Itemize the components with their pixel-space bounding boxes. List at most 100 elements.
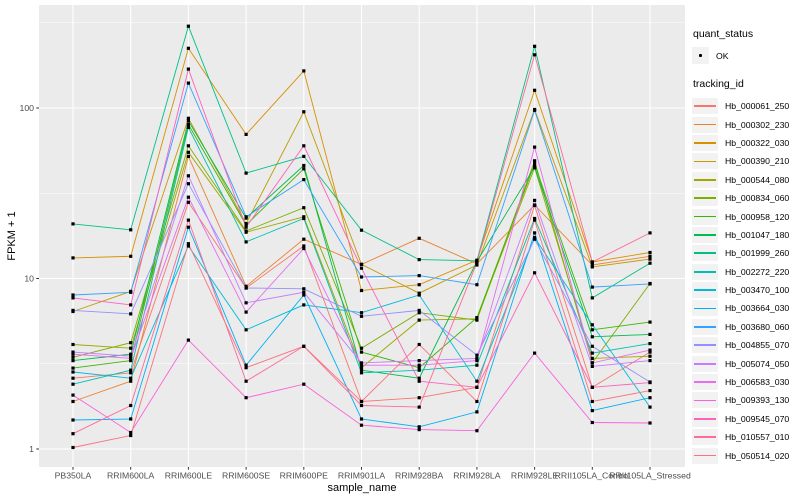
data-point-Hb_010557_010 (359, 403, 364, 408)
data-point-Hb_000390_210 (186, 116, 190, 120)
color-legend-label: Hb_005074_050 (725, 358, 790, 369)
data-point-Hb_010557_010 (186, 218, 190, 222)
legend-line-swatch (694, 417, 716, 420)
color-legend-label: Hb_003680_060 (725, 321, 790, 332)
data-point-Hb_000322_030 (302, 69, 306, 73)
data-point-Hb_001047_180 (186, 119, 190, 123)
data-point-Hb_000958_120 (244, 223, 248, 227)
legend-key (692, 171, 718, 188)
data-point-Hb_000322_030 (359, 288, 364, 293)
data-point-Hb_004855_070 (186, 182, 190, 186)
color-legend-label: Hb_001047_180 (725, 229, 790, 240)
data-point-Hb_000544_080 (71, 342, 75, 347)
data-point-Hb_000061_250 (648, 350, 652, 354)
legend-key (692, 226, 718, 243)
data-point-Hb_004855_070 (129, 312, 133, 316)
legend-key (692, 429, 718, 446)
data-point-Hb_009545_070 (590, 385, 594, 389)
data-point-Hb_006583_030 (129, 356, 133, 360)
legend-line-swatch (694, 197, 716, 199)
data-point-Hb_000390_210 (590, 265, 594, 269)
data-point-Hb_001047_180 (417, 376, 421, 380)
data-point-Hb_001047_180 (590, 335, 594, 339)
data-point-Hb_000834_060 (417, 311, 421, 315)
data-point-Hb_003680_060 (417, 274, 421, 278)
y-tick-label: 100 (20, 103, 35, 113)
data-point-Hb_002272_220 (475, 363, 479, 367)
data-point-Hb_003664_030 (302, 293, 306, 297)
data-point-Hb_000544_080 (590, 356, 594, 360)
data-point-Hb_006583_030 (417, 363, 421, 367)
series-points (71, 24, 652, 450)
legend-line-swatch (694, 270, 716, 273)
color-legend-item: Hb_000322_030 (692, 134, 800, 152)
data-point-Hb_050514_020 (648, 389, 652, 393)
data-point-Hb_004855_070 (533, 237, 537, 241)
data-point-Hb_003680_060 (129, 290, 133, 294)
data-point-Hb_050514_020 (302, 344, 306, 348)
data-point-Hb_000390_210 (359, 262, 364, 266)
legend-line-swatch (694, 142, 716, 144)
data-point-Hb_009545_070 (302, 144, 306, 148)
color-legend-label: Hb_003470_100 (725, 285, 790, 296)
data-point-Hb_000544_080 (186, 150, 190, 154)
data-point-Hb_050514_020 (71, 445, 75, 450)
data-point-Hb_009393_130 (186, 338, 190, 342)
data-point-Hb_050514_020 (186, 242, 190, 246)
data-point-Hb_003470_100 (244, 328, 248, 332)
axis-ticks (36, 107, 651, 470)
data-point-Hb_006583_030 (533, 145, 537, 149)
data-point-Hb_003680_060 (648, 282, 652, 286)
data-point-Hb_001999_260 (590, 296, 594, 300)
x-tick-label: RRIM600LE (165, 471, 213, 481)
color-legend-item: Hb_004855_070 (692, 336, 800, 354)
legend: quant_status OK tracking_id Hb_000061_25… (692, 28, 800, 465)
x-tick-label: RRIM600SE (222, 471, 270, 481)
data-point-Hb_000834_060 (186, 144, 190, 148)
data-point-Hb_009545_070 (186, 67, 190, 71)
color-legend-item: Hb_000390_210 (692, 152, 800, 170)
data-point-Hb_003664_030 (359, 417, 364, 421)
data-point-Hb_003664_030 (417, 425, 421, 429)
data-point-Hb_003470_100 (590, 323, 594, 327)
data-point-Hb_002272_220 (186, 125, 190, 129)
shape-legend-item: OK (692, 47, 800, 64)
shape-legend-label: OK (716, 50, 729, 61)
data-point-Hb_003664_030 (186, 225, 190, 229)
data-point-Hb_000958_120 (533, 162, 537, 166)
data-point-Hb_000302_230 (186, 154, 190, 158)
data-point-Hb_000322_030 (244, 132, 248, 136)
color-legend-item: Hb_010557_010 (692, 428, 800, 446)
data-point-Hb_009393_130 (359, 423, 364, 427)
data-point-Hb_050514_020 (590, 399, 594, 404)
data-point-Hb_005074_050 (648, 359, 652, 363)
color-legend-item: Hb_000302_230 (692, 115, 800, 133)
legend-key (692, 153, 718, 170)
color-legend-label: Hb_001999_260 (725, 248, 790, 259)
legend-line-swatch (694, 307, 716, 310)
data-point-Hb_006583_030 (244, 310, 248, 314)
data-point-Hb_009545_070 (129, 303, 133, 307)
data-point-Hb_005074_050 (244, 301, 248, 305)
data-point-Hb_001047_180 (71, 359, 75, 363)
data-point-Hb_003680_060 (475, 283, 479, 287)
color-legend-item: Hb_000958_120 (692, 207, 800, 225)
data-point-Hb_004855_070 (71, 308, 75, 312)
color-legend-label: Hb_000834_060 (725, 193, 790, 204)
data-point-Hb_004855_070 (244, 286, 248, 290)
legend-key (692, 355, 718, 372)
data-point-Hb_001999_260 (533, 44, 537, 48)
data-point-Hb_009545_070 (359, 266, 364, 270)
data-point-Hb_005074_050 (533, 198, 537, 202)
data-point-Hb_000958_120 (186, 122, 190, 127)
data-point-Hb_009393_130 (417, 428, 421, 432)
data-point-Hb_006583_030 (71, 352, 75, 356)
data-point-Hb_002272_220 (590, 351, 594, 355)
data-point-Hb_000834_060 (359, 346, 364, 350)
legend-key (692, 300, 718, 317)
data-point-Hb_000834_060 (533, 159, 537, 163)
legend-key (692, 447, 718, 464)
data-point-Hb_004855_070 (417, 308, 421, 312)
data-point-Hb_003470_100 (359, 311, 364, 315)
legend-key (692, 263, 718, 280)
